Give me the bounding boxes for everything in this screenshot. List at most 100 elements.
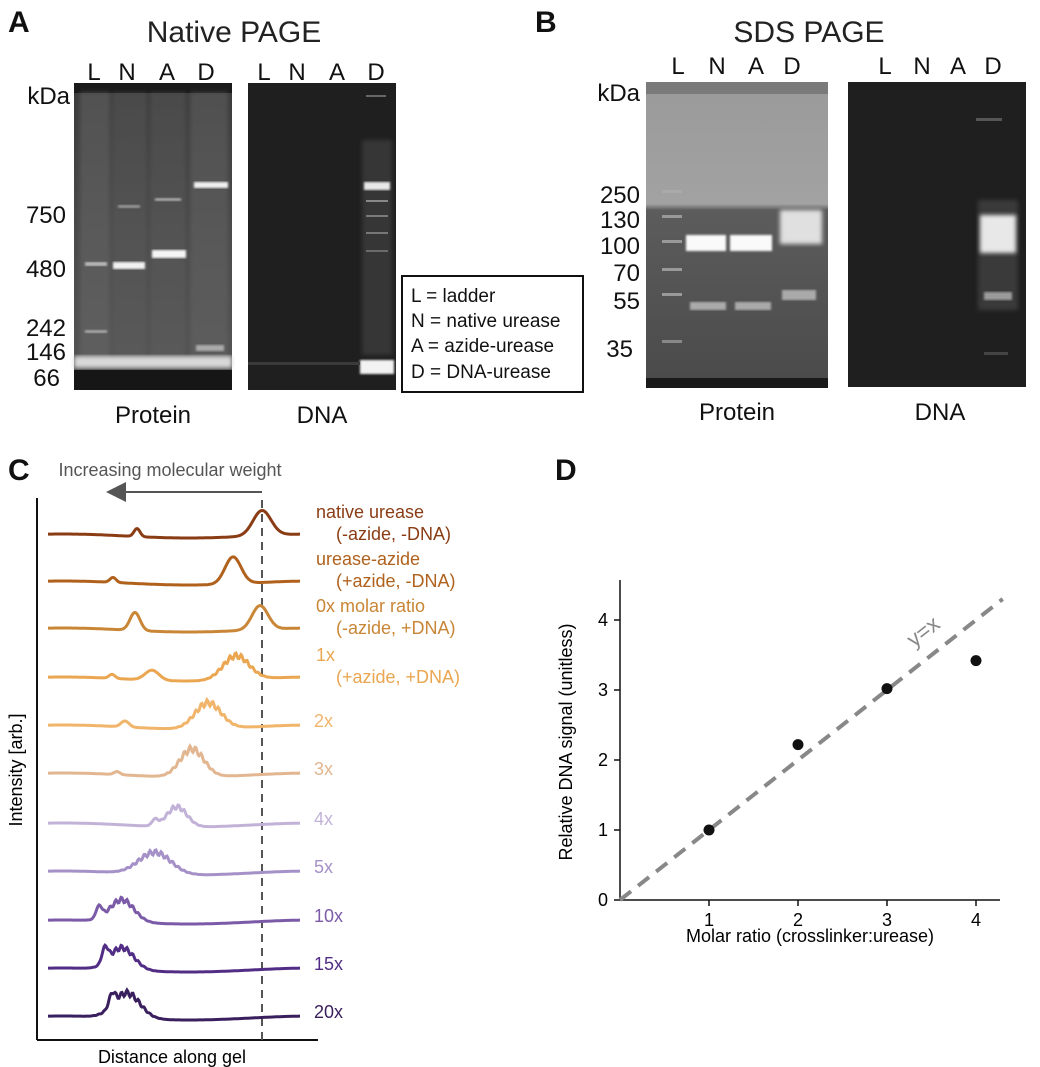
trace-label: 5x — [314, 857, 333, 877]
panel-b-dna-lane-labels: L N A D — [878, 53, 1001, 80]
reference-line-y-equals-x — [618, 597, 1004, 902]
x-tick-label: 1 — [704, 910, 714, 930]
legend-entry: L = ladder — [411, 286, 496, 307]
y-tick-label: 2 — [598, 750, 608, 770]
lane-label: N — [708, 53, 725, 80]
trace-label: (-azide, -DNA) — [336, 524, 451, 544]
marker-label: 480 — [26, 256, 66, 283]
trace-label: (+azide, -DNA) — [336, 571, 456, 591]
reference-line-label: y=x — [902, 611, 945, 652]
marker-label: 35 — [606, 336, 633, 363]
trace-label: 3x — [314, 759, 333, 779]
panel-d-letter: D — [555, 454, 577, 487]
y-tick-label: 4 — [598, 610, 608, 630]
panel-b-dna-gel — [848, 82, 1026, 387]
kda-label: kDa — [27, 83, 70, 110]
y-axis-label: Relative DNA signal (unitless) — [556, 623, 576, 860]
panel-a-protein-gel — [74, 83, 232, 390]
trace-label: 15x — [314, 954, 343, 974]
trace-label: 20x — [314, 1002, 343, 1022]
trace-line — [48, 987, 300, 1022]
trace-label: (+azide, +DNA) — [336, 667, 460, 687]
lane-label: A — [748, 53, 764, 80]
panel-a-markers: 750 480 242 146 66 — [26, 202, 66, 392]
lane-label: D — [984, 53, 1001, 80]
lane-label: L — [878, 53, 891, 80]
trace-line — [48, 803, 300, 829]
panel-c-letter: C — [8, 454, 30, 487]
trace-label: native urease — [316, 502, 424, 522]
x-tick-label: 2 — [793, 910, 803, 930]
marker-label: 100 — [600, 233, 640, 260]
marker-label: 70 — [613, 260, 640, 287]
trace-line — [48, 848, 300, 877]
data-point — [881, 683, 893, 695]
marker-label: 55 — [613, 288, 640, 315]
trace-labels: native urease(-azide, -DNA)urease-azide(… — [314, 502, 460, 1022]
data-points — [703, 655, 982, 836]
marker-label: 750 — [26, 202, 66, 229]
marker-label: 242 — [26, 315, 66, 342]
protein-caption: Protein — [699, 399, 775, 426]
x-tick-label: 3 — [882, 910, 892, 930]
lane-label: L — [671, 53, 684, 80]
panel-a: A Native PAGE L N A D L N A D kDa 750 48… — [8, 6, 584, 429]
trace-label: urease-azide — [316, 549, 420, 569]
panel-c: C Increasing molecular weight Intensity … — [6, 454, 460, 1067]
trace-line — [48, 651, 300, 683]
lane-label: L — [257, 59, 270, 86]
protein-caption: Protein — [115, 402, 191, 429]
panel-a-dna-lane-labels: L N A D — [257, 59, 384, 86]
trace-line — [48, 943, 300, 974]
trace-line — [48, 742, 300, 778]
x-axis-label: Molar ratio (crosslinker:urease) — [686, 926, 934, 946]
trace-line — [48, 895, 300, 926]
lane-label: N — [913, 53, 930, 80]
trace-label: 0x molar ratio — [316, 596, 425, 616]
y-axis-label: Intensity [arb.] — [6, 713, 26, 826]
x-axis-label: Distance along gel — [98, 1047, 246, 1067]
marker-label: 250 — [600, 182, 640, 209]
panel-d: D 1 2 3 4 0 1 2 3 4 y=x Relative DNA signal (uni… — [555, 454, 1004, 946]
trace-line — [48, 604, 300, 634]
data-point — [703, 824, 715, 836]
gel-legend: L = ladder N = native urease A = azide-u… — [401, 275, 584, 393]
kda-label: kDa — [597, 80, 640, 107]
panel-a-dna-gel — [248, 83, 396, 390]
legend-entry: N = native urease — [411, 311, 560, 332]
panel-b: B SDS PAGE L N A D L N A D kDa 250 130 1… — [535, 6, 1026, 426]
lane-label: L — [87, 59, 100, 86]
panel-a-letter: A — [8, 6, 30, 39]
marker-label: 130 — [600, 207, 640, 234]
panel-b-protein-gel — [646, 82, 828, 388]
legend-entry: A = azide-urease — [411, 336, 554, 357]
legend-entry: D = DNA-urease — [411, 362, 551, 383]
panel-a-protein-lane-labels: L N A D — [87, 59, 214, 86]
data-point — [792, 739, 804, 751]
trace-line — [48, 696, 300, 731]
trace-label: 2x — [314, 711, 333, 731]
lane-label: D — [197, 59, 214, 86]
lane-label: A — [159, 59, 175, 86]
trace-label: 10x — [314, 906, 343, 926]
y-tick-label: 0 — [598, 890, 608, 910]
trace-line — [48, 508, 300, 540]
arrow-label: Increasing molecular weight — [58, 460, 281, 480]
trace-label: 1x — [316, 645, 335, 665]
lane-label: A — [950, 53, 966, 80]
trace-line — [48, 555, 300, 587]
lane-label: D — [783, 53, 800, 80]
x-tick-label: 4 — [971, 910, 981, 930]
intensity-traces — [48, 508, 300, 1022]
y-tick-label: 1 — [598, 820, 608, 840]
trace-label: 4x — [314, 809, 333, 829]
marker-label: 146 — [26, 339, 66, 366]
dna-caption: DNA — [915, 399, 966, 426]
panel-a-title: Native PAGE — [147, 16, 322, 49]
panel-b-title: SDS PAGE — [733, 16, 884, 49]
panel-b-letter: B — [535, 6, 557, 39]
panel-b-protein-lane-labels: L N A D — [671, 53, 800, 80]
data-point — [970, 655, 982, 667]
lane-label: A — [329, 59, 345, 86]
